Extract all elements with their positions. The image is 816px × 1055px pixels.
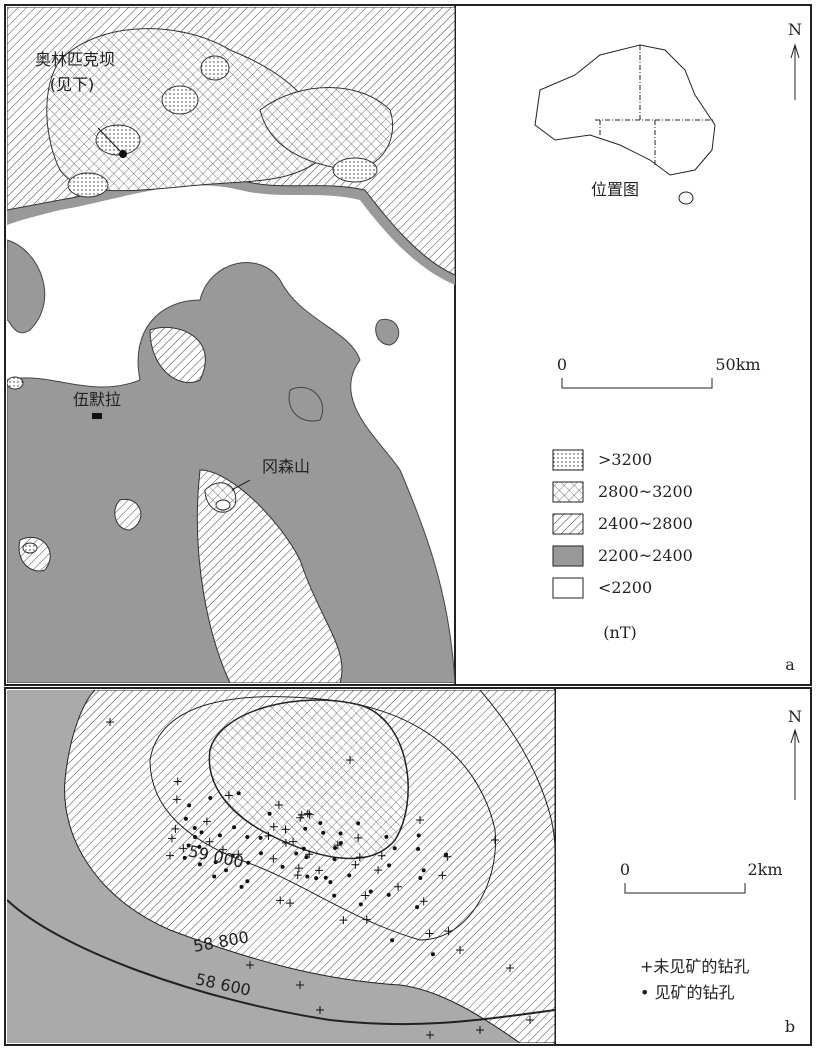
drill-hit <box>387 893 391 897</box>
drill-hit <box>281 865 285 869</box>
place-label: 冈森山 <box>262 457 310 476</box>
drill-hit <box>422 868 426 872</box>
drill-hit <box>184 817 188 821</box>
dot-zone <box>96 125 140 155</box>
drill-hit <box>431 952 435 956</box>
drill-hit <box>224 868 228 872</box>
drill-hit <box>259 836 263 840</box>
legend-swatch <box>553 578 583 598</box>
panel-label: a <box>785 655 795 674</box>
drill-hit <box>332 894 336 898</box>
legend-label: • 见矿的钻孔 <box>640 983 735 1002</box>
drill-hit <box>245 835 249 839</box>
detail-map <box>7 690 555 1043</box>
dot-zone <box>68 173 108 197</box>
legend-label: 2800~3200 <box>598 482 693 501</box>
drill-hit <box>328 880 332 884</box>
legend-label: >3200 <box>598 450 652 469</box>
page: 奥林匹克坝 (见下) 伍默拉 冈森山 位置图 N 0 50km >3200 280… <box>0 0 816 1055</box>
drill-hit <box>339 841 343 845</box>
drill-hit <box>294 851 298 855</box>
drill-hit <box>339 831 343 835</box>
drill-hit <box>415 905 419 909</box>
drill-hit <box>246 861 250 865</box>
drill-hit <box>416 847 420 851</box>
drill-hit <box>237 791 241 795</box>
drill-hit <box>268 812 272 816</box>
dot-zone <box>333 158 377 182</box>
place-label: (见下) <box>50 75 95 94</box>
drill-hit <box>232 825 236 829</box>
figure: 奥林匹克坝 (见下) 伍默拉 冈森山 位置图 N 0 50km >3200 280… <box>0 0 816 1051</box>
drill-hit <box>384 835 388 839</box>
drill-hit <box>318 821 322 825</box>
legend-swatch <box>553 450 583 470</box>
town-marker <box>92 413 102 419</box>
legend-swatch <box>553 514 583 534</box>
drill-hit <box>314 876 318 880</box>
drill-hit <box>347 873 351 877</box>
drill-hit <box>302 847 306 851</box>
drill-hit <box>259 851 263 855</box>
place-label: 奥林匹克坝 <box>35 50 115 69</box>
drill-hit <box>304 855 308 859</box>
north-label: N <box>788 20 802 39</box>
drill-hit <box>356 821 360 825</box>
drill-hit <box>245 879 249 883</box>
scale-label: 0 <box>620 860 630 879</box>
drill-hit <box>303 827 307 831</box>
legend-label: 2200~2400 <box>598 546 693 565</box>
drill-hit <box>212 874 216 878</box>
drill-hit <box>240 885 244 889</box>
drill-hit <box>200 830 204 834</box>
drill-hit <box>305 875 309 879</box>
drill-hit <box>218 833 222 837</box>
drill-hit <box>359 902 363 906</box>
drill-hit <box>193 835 197 839</box>
place-label: 伍默拉 <box>73 390 121 409</box>
drill-hit <box>390 938 394 942</box>
scale-label: 2km <box>747 860 782 879</box>
dot-zone <box>162 86 198 114</box>
dot-zone <box>23 543 37 553</box>
drill-hit <box>324 876 328 880</box>
drill-hit <box>193 826 197 830</box>
scale-label: 50km <box>715 355 760 374</box>
drill-hit <box>332 857 336 861</box>
legend-label: <2200 <box>598 578 652 597</box>
legend-swatch <box>553 546 583 566</box>
inset-title: 位置图 <box>591 180 639 199</box>
drill-hit <box>369 889 373 893</box>
scale-label: 0 <box>557 355 567 374</box>
drill-hit <box>417 833 421 837</box>
drill-hit <box>208 796 212 800</box>
drill-hit <box>187 803 191 807</box>
legend-label: +未见矿的钻孔 <box>640 957 749 976</box>
dot-zone <box>7 377 23 389</box>
dot-zone <box>201 56 229 80</box>
legend-swatch <box>553 482 583 502</box>
panel-label: b <box>785 1017 795 1036</box>
drill-hit <box>321 831 325 835</box>
drill-hit <box>418 876 422 880</box>
legend-unit: (nT) <box>603 623 636 642</box>
legend-label: 2400~2800 <box>598 514 693 533</box>
north-label: N <box>788 707 802 726</box>
drill-hit <box>333 846 337 850</box>
drill-hit <box>387 863 391 867</box>
drill-hit <box>393 846 397 850</box>
high-zone <box>216 500 230 510</box>
